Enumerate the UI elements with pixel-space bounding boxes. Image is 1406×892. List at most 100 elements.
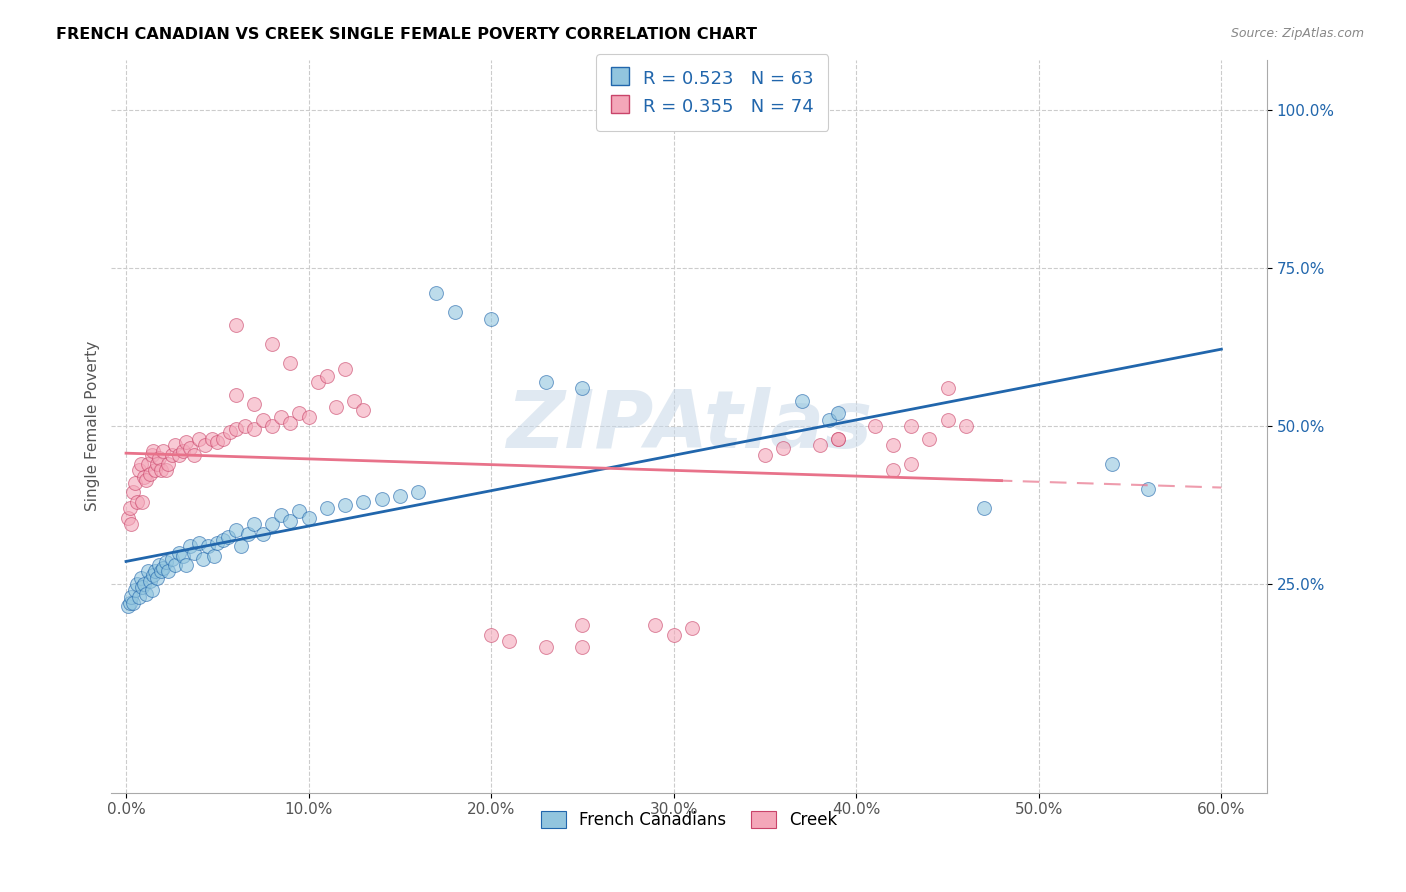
Point xyxy=(288,407,311,421)
Point xyxy=(827,432,849,446)
Point xyxy=(333,362,356,376)
Point xyxy=(142,567,165,582)
Point xyxy=(955,419,977,434)
Point xyxy=(122,596,145,610)
Point xyxy=(129,457,152,471)
Point xyxy=(129,571,152,585)
Point xyxy=(172,444,194,458)
Point xyxy=(882,463,904,477)
Point xyxy=(571,381,593,395)
Point xyxy=(352,403,374,417)
Point xyxy=(165,558,187,573)
Point xyxy=(918,432,941,446)
Point xyxy=(479,628,502,642)
Point xyxy=(900,457,922,471)
Point xyxy=(122,485,145,500)
Point xyxy=(155,555,177,569)
Point xyxy=(238,526,260,541)
Point xyxy=(193,438,215,452)
Point xyxy=(160,551,183,566)
Text: Source: ZipAtlas.com: Source: ZipAtlas.com xyxy=(1230,27,1364,40)
Point xyxy=(149,565,172,579)
Point xyxy=(148,558,170,573)
Point xyxy=(343,393,366,408)
Point xyxy=(818,413,841,427)
Point xyxy=(297,409,319,424)
Point xyxy=(217,530,239,544)
Point xyxy=(135,473,157,487)
Point xyxy=(479,311,502,326)
Point xyxy=(141,583,163,598)
Point xyxy=(370,491,392,506)
Point xyxy=(333,498,356,512)
Point xyxy=(125,495,148,509)
Point xyxy=(297,510,319,524)
Point xyxy=(121,517,143,532)
Point xyxy=(388,489,411,503)
Point xyxy=(662,628,685,642)
Point xyxy=(270,508,292,522)
Point xyxy=(134,577,156,591)
Point xyxy=(252,526,274,541)
Point xyxy=(243,397,266,411)
Point xyxy=(233,419,256,434)
Text: FRENCH CANADIAN VS CREEK SINGLE FEMALE POVERTY CORRELATION CHART: FRENCH CANADIAN VS CREEK SINGLE FEMALE P… xyxy=(56,27,758,42)
Point xyxy=(406,485,429,500)
Point xyxy=(156,565,179,579)
Point xyxy=(136,457,159,471)
Point xyxy=(1137,483,1160,497)
Point xyxy=(136,565,159,579)
Point xyxy=(207,536,229,550)
Point xyxy=(124,475,146,490)
Point xyxy=(143,565,166,579)
Point xyxy=(1101,457,1123,471)
Point xyxy=(262,419,284,434)
Point xyxy=(128,463,150,477)
Point xyxy=(229,539,252,553)
Point xyxy=(827,432,849,446)
Point xyxy=(936,413,959,427)
Point xyxy=(167,545,190,559)
Point xyxy=(278,356,301,370)
Point xyxy=(155,463,177,477)
Point xyxy=(183,545,205,559)
Point xyxy=(278,514,301,528)
Point xyxy=(174,434,197,449)
Point xyxy=(262,517,284,532)
Text: ZIPAtlas: ZIPAtlas xyxy=(506,387,872,465)
Point xyxy=(207,434,229,449)
Point xyxy=(315,501,337,516)
Point xyxy=(172,549,194,563)
Point xyxy=(167,448,190,462)
Point xyxy=(900,419,922,434)
Point xyxy=(143,463,166,477)
Point xyxy=(936,381,959,395)
Point xyxy=(156,457,179,471)
Point xyxy=(790,393,813,408)
Point xyxy=(863,419,886,434)
Point xyxy=(225,422,247,436)
Point xyxy=(754,448,776,462)
Point xyxy=(183,448,205,462)
Point xyxy=(174,558,197,573)
Point xyxy=(243,517,266,532)
Point xyxy=(124,583,146,598)
Point xyxy=(827,407,849,421)
Point xyxy=(644,618,666,632)
Point xyxy=(225,318,247,332)
Point xyxy=(146,457,169,471)
Point xyxy=(352,495,374,509)
Point xyxy=(139,467,162,481)
Point xyxy=(179,442,201,456)
Point xyxy=(191,551,214,566)
Point xyxy=(225,387,247,401)
Point xyxy=(188,432,211,446)
Point xyxy=(973,501,995,516)
Point xyxy=(128,590,150,604)
Point xyxy=(121,590,143,604)
Point xyxy=(571,640,593,655)
Point xyxy=(118,596,141,610)
Point xyxy=(142,444,165,458)
Point xyxy=(139,574,162,588)
Point xyxy=(211,432,233,446)
